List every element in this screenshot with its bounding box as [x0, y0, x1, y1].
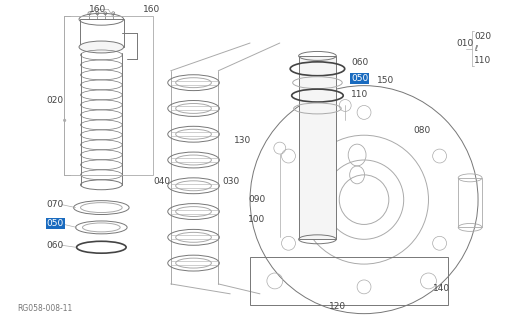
- Text: 160: 160: [89, 5, 106, 14]
- Text: 150: 150: [376, 76, 393, 85]
- Text: RG058-008-11: RG058-008-11: [17, 304, 72, 313]
- Text: 100: 100: [247, 215, 265, 224]
- Text: 120: 120: [329, 302, 346, 311]
- Text: 050: 050: [47, 219, 64, 228]
- Bar: [79, 19, 124, 47]
- Text: 160: 160: [143, 5, 160, 14]
- Circle shape: [63, 119, 66, 122]
- Text: 090: 090: [247, 195, 265, 204]
- Text: 110: 110: [473, 56, 490, 65]
- Text: 130: 130: [234, 136, 251, 145]
- Text: 140: 140: [433, 284, 449, 293]
- Text: 040: 040: [153, 177, 169, 186]
- Ellipse shape: [79, 41, 123, 53]
- Text: 080: 080: [413, 126, 430, 135]
- Text: 020: 020: [473, 32, 490, 41]
- Bar: [298, 56, 335, 239]
- Bar: [64, 16, 153, 175]
- Text: 070: 070: [47, 200, 64, 209]
- Text: 020: 020: [47, 96, 64, 105]
- Text: 030: 030: [222, 177, 239, 186]
- Text: 060: 060: [47, 241, 64, 250]
- Text: 050: 050: [351, 74, 367, 83]
- Bar: [249, 257, 447, 305]
- Text: 010: 010: [456, 38, 472, 48]
- Text: 060: 060: [351, 58, 367, 67]
- Bar: [457, 178, 481, 228]
- Text: ℓ: ℓ: [473, 44, 476, 53]
- Text: 110: 110: [351, 90, 367, 99]
